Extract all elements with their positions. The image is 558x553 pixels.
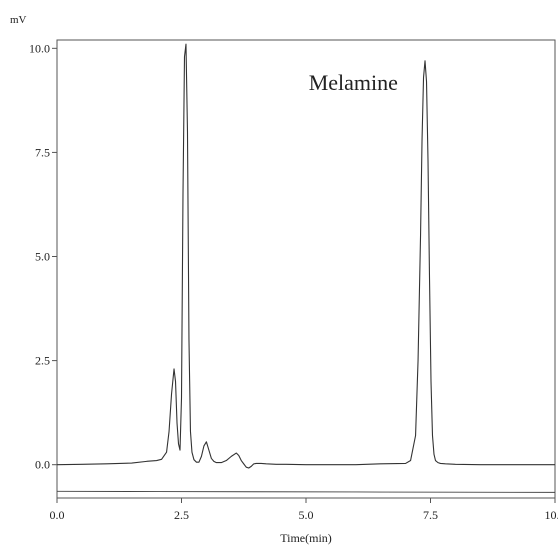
y-tick-label: 10.0	[29, 41, 50, 55]
y-tick-label: 2.5	[35, 354, 50, 368]
chromatogram-traces	[57, 44, 555, 492]
y-tick-label: 7.5	[35, 145, 50, 159]
melamine-peak-label: Melamine	[309, 70, 398, 95]
x-axis-label: Time(min)	[280, 531, 332, 545]
y-axis-ticks: 0.0 2.5 5.0 7.5 10.0	[29, 41, 57, 471]
baseline-trace-line	[57, 491, 555, 492]
y-tick-label: 5.0	[35, 250, 50, 264]
y-tick-label: 0.0	[35, 458, 50, 472]
x-tick-label: 0.0	[50, 508, 65, 522]
peak-annotations: Melamine	[309, 70, 398, 95]
x-tick-label: 2.5	[174, 508, 189, 522]
signal-trace-line	[57, 44, 555, 468]
plot-frame	[57, 40, 555, 498]
x-tick-label: 5.0	[299, 508, 314, 522]
x-tick-label: 7.5	[423, 508, 438, 522]
x-axis-ticks: 0.0 2.5 5.0 7.5 10.0	[50, 498, 558, 522]
y-axis-unit-label: mV	[10, 14, 27, 26]
x-tick-label: 10.0	[545, 508, 558, 522]
